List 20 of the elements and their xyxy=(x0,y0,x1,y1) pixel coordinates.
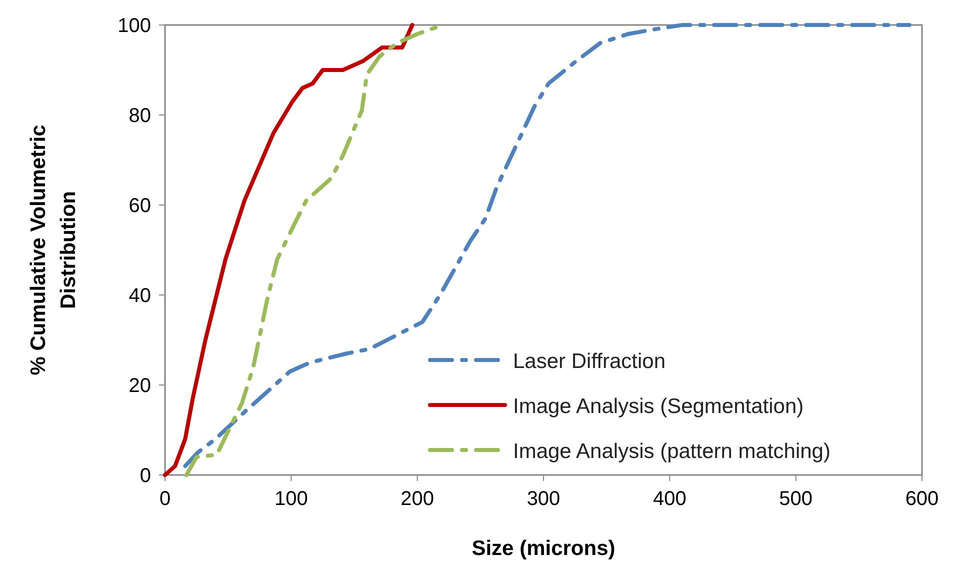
y-tick-label: 100 xyxy=(118,15,151,37)
legend-label: Image Analysis (pattern matching) xyxy=(513,440,830,463)
line-series xyxy=(163,23,414,477)
y-tick-label: 0 xyxy=(140,465,151,487)
legend-label: Image Analysis (Segmentation) xyxy=(513,395,804,418)
y-axis-title: % Cumulative Volumetric Distribution xyxy=(27,124,80,376)
x-axis-title: Size (microns) xyxy=(472,537,616,560)
line-series xyxy=(183,23,912,468)
x-tick-label: 0 xyxy=(159,488,171,510)
y-tick-label: 20 xyxy=(128,375,151,397)
x-tick-label: 300 xyxy=(526,488,560,510)
legend-label: Laser Diffraction xyxy=(513,350,666,373)
x-tick-label: 100 xyxy=(274,488,308,510)
x-tick-label: 500 xyxy=(779,488,813,510)
y-tick-label: 40 xyxy=(128,285,151,307)
x-tick-label: 600 xyxy=(905,488,939,510)
y-tick-label: 60 xyxy=(128,195,151,217)
y-tick-label: 80 xyxy=(128,105,151,127)
x-tick-label: 200 xyxy=(400,488,434,510)
x-tick-label: 400 xyxy=(652,488,686,510)
